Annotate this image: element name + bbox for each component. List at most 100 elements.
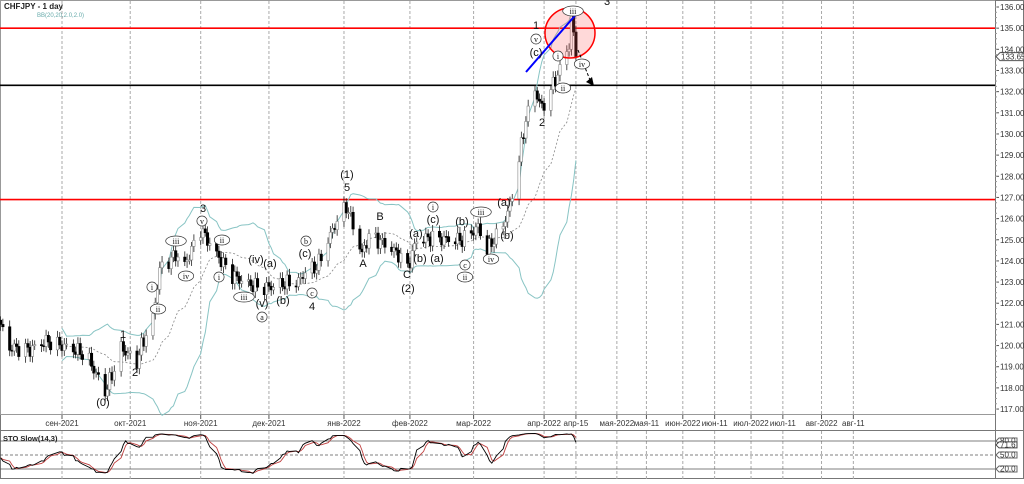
candle-body [549, 89, 553, 111]
candle [126, 347, 130, 360]
candle [199, 231, 203, 246]
candle [17, 340, 21, 361]
candle [442, 230, 446, 249]
candle-body [121, 341, 125, 352]
candle-body [176, 256, 180, 262]
candle-body [462, 230, 466, 247]
candle-body [378, 239, 382, 249]
candle [160, 255, 164, 274]
wave-label-text: 3 [604, 0, 610, 8]
candle [281, 272, 285, 292]
wave-label-text: (0) [96, 397, 109, 409]
stoch-value-marker [995, 441, 1018, 449]
candle [158, 261, 162, 295]
wave-label-text: c [463, 261, 467, 270]
candle-body [508, 201, 512, 212]
candle [312, 256, 316, 278]
stoch-level-label: 20.0 [1000, 465, 1016, 474]
y-tick-label: 132.000 [1000, 88, 1024, 97]
candle-body [447, 236, 451, 243]
candle [508, 196, 512, 217]
wave-label-text: ii [220, 236, 225, 245]
candle [335, 215, 339, 236]
wave-label-text: iii [478, 208, 485, 217]
wave-label: (b) [500, 230, 513, 242]
price-axis: 136.000 135.000 134.000 133.000 132.000 131.0… [995, 3, 1024, 414]
candle-body [410, 250, 414, 269]
wave-label: 4 [309, 301, 315, 313]
candle [367, 229, 371, 255]
candle [8, 320, 12, 357]
candle [431, 224, 435, 252]
y-tick-label: 118.000 [1000, 384, 1024, 393]
candle-body [208, 243, 212, 246]
candle [169, 251, 173, 275]
wave-label-text: A [359, 258, 367, 270]
candle-body [271, 287, 275, 291]
candle [58, 332, 62, 350]
wave-label-text: 1 [120, 329, 126, 341]
wave-label: v [530, 33, 542, 45]
y-tick-label: 119.000 [1000, 363, 1024, 372]
wave-label: ii [213, 234, 231, 246]
wave-label-text: iv [579, 60, 585, 69]
candle-body [296, 277, 300, 287]
candle-body [169, 256, 173, 269]
candle-body [26, 343, 30, 348]
x-tick-label: фев-2022 [392, 419, 428, 428]
wave-label: C [403, 269, 411, 281]
candle-body [215, 243, 219, 252]
candle [0, 316, 3, 331]
candle-body [351, 211, 355, 230]
candle-body [540, 100, 544, 104]
candle-body [12, 343, 16, 352]
horizontal-levels [0, 27, 995, 201]
x-tick-label: авг-2022 [805, 419, 838, 428]
candle [394, 242, 398, 256]
candle-body [519, 137, 523, 163]
candle-body [367, 233, 371, 249]
candle [30, 339, 34, 363]
candle-body [442, 236, 446, 246]
candle-body [267, 282, 271, 287]
candle-body [458, 232, 462, 241]
candle [183, 251, 187, 267]
candle-body [119, 341, 123, 372]
wave-label-text: iii [241, 293, 248, 302]
candle [535, 87, 539, 104]
indicator-label: BB(20,20,2.0,2.0) [37, 13, 84, 19]
candle-body [326, 243, 330, 262]
candle [190, 241, 194, 266]
candle-body [317, 253, 321, 271]
candle-body [62, 343, 66, 351]
wave-label: A [359, 258, 367, 270]
wave-label: 5 [344, 182, 350, 194]
candle-body [78, 343, 82, 355]
candle-body [92, 365, 96, 374]
y-tick-label: 121.000 [1000, 320, 1024, 329]
candle-body [399, 253, 403, 263]
candle [415, 237, 419, 250]
candle [33, 340, 37, 350]
candle-body [469, 230, 473, 234]
candle [119, 337, 123, 377]
candle-body [96, 372, 100, 375]
wave-label: c [306, 287, 318, 299]
candle [256, 272, 260, 292]
wave-label-circle [456, 271, 474, 283]
wave-label-text: (b) [413, 253, 426, 265]
wave-label-text: v [200, 217, 204, 226]
candle-body [567, 48, 571, 52]
candle [24, 338, 28, 363]
wave-label: 1 [120, 329, 126, 341]
candle [15, 337, 19, 353]
candle [462, 225, 466, 252]
wave-label-circle [552, 50, 564, 62]
candle-body [344, 202, 348, 214]
candle [458, 226, 462, 246]
wave-label-text: ii [463, 273, 468, 282]
wave-label: i [427, 201, 439, 213]
candle-body [538, 98, 542, 102]
forecast-arrow-head [586, 77, 594, 86]
